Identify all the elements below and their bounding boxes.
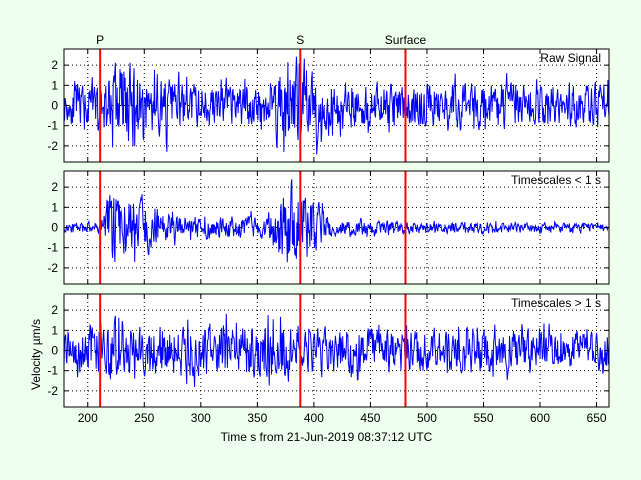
x-tick-label: 500 [417,411,437,425]
waveform-trace [63,179,610,263]
x-tick-label: 450 [360,411,380,425]
y-tick-label: -2 [47,261,58,275]
x-axis-label: Time s from 21-Jun-2019 08:37:12 UTC [221,430,433,444]
x-tick-label: 250 [134,411,154,425]
panel-title: Raw Signal [540,51,601,65]
y-tick-label: -1 [47,241,58,255]
panel-title: Timescales < 1 s [511,173,601,187]
y-tick-label: -2 [47,139,58,153]
y-tick-label: 0 [51,344,58,358]
y-tick-label: -1 [47,364,58,378]
y-tick-label: 0 [51,99,58,113]
y-tick-label: 1 [51,323,58,337]
phase-label-p: P [96,33,104,47]
phase-label-s: S [296,33,304,47]
panel-title: Timescales > 1 s [511,296,601,310]
x-tick-label: 400 [304,411,324,425]
y-tick-label: 2 [51,180,58,194]
x-tick-label: 550 [473,411,493,425]
y-tick-label: -2 [47,384,58,398]
x-tick-label: 650 [587,411,607,425]
y-axis-label: Velocity µm/s [29,319,43,390]
y-tick-label: 2 [51,303,58,317]
x-tick-label: 300 [191,411,211,425]
phase-label-surface: Surface [385,33,427,47]
y-tick-label: -1 [47,119,58,133]
x-tick-label: 200 [78,411,98,425]
y-tick-label: 2 [51,58,58,72]
x-tick-label: 600 [530,411,550,425]
waveform-trace [63,313,610,388]
y-tick-label: 1 [51,200,58,214]
x-tick-label: 350 [247,411,267,425]
waveform-trace [63,56,610,155]
y-tick-label: 0 [51,221,58,235]
y-tick-label: 1 [51,78,58,92]
